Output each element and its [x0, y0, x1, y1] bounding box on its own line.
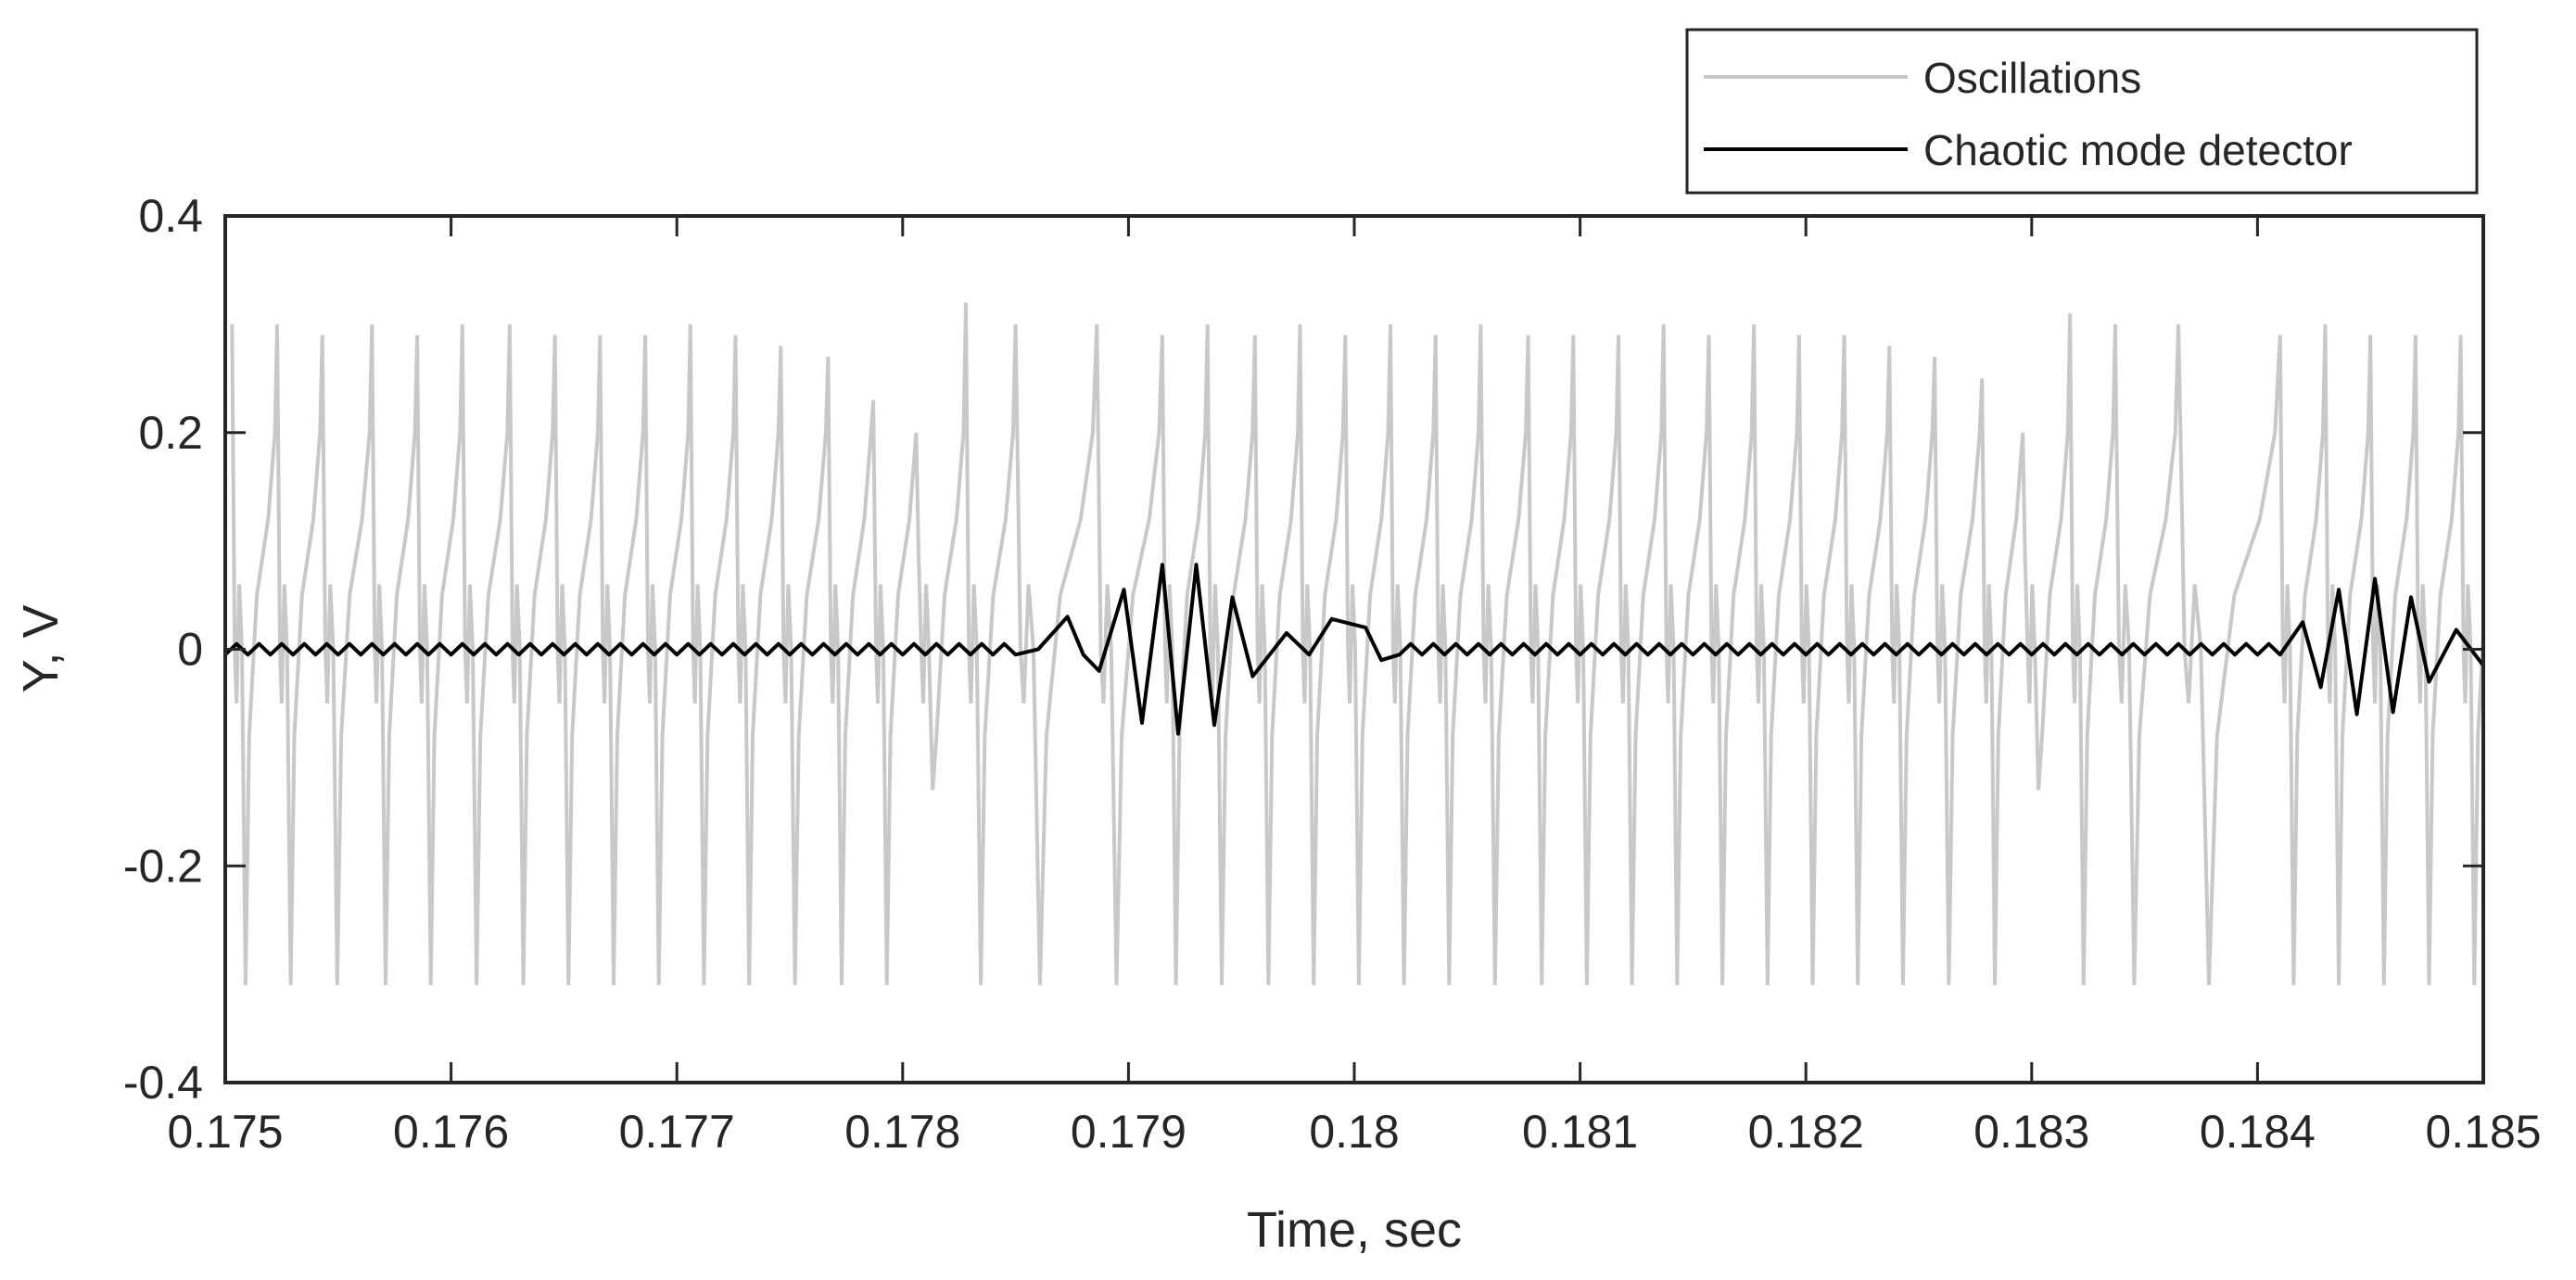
x-axis-label: Time, sec	[1247, 1202, 1462, 1258]
x-tick-label: 0.185	[2425, 1106, 2541, 1158]
x-tick-label: 0.183	[1973, 1106, 2089, 1158]
x-tick-label: 0.182	[1748, 1106, 1864, 1158]
x-tick-label: 0.176	[393, 1106, 509, 1158]
x-tick-label: 0.18	[1309, 1106, 1399, 1158]
x-tick-label: 0.179	[1071, 1106, 1186, 1158]
series-line-chaotic-mode-detector	[225, 563, 2483, 736]
ticks-layer: 0.175 0.176 0.177 0.178 0.179 0.18 0.181 0.182 0…	[123, 190, 2542, 1158]
x-tick-label: 0.175	[167, 1106, 283, 1158]
y-tick-label: 0.4	[138, 190, 203, 242]
y-tick-label: -0.2	[123, 840, 203, 892]
x-tick-label: 0.184	[2200, 1106, 2316, 1158]
plot-area: 0.175 0.176 0.177 0.178 0.179 0.18 0.181 0.182 0…	[123, 190, 2542, 1158]
x-tick-label: 0.177	[619, 1106, 735, 1158]
y-tick-label: 0	[177, 624, 203, 676]
x-tick-label: 0.178	[844, 1106, 960, 1158]
x-tick-label: 0.181	[1522, 1106, 1638, 1158]
legend-label-oscillations: Oscillations	[1923, 54, 2141, 102]
series-line-oscillations	[230, 302, 2483, 985]
legend-box	[1685, 28, 2479, 195]
legend: Oscillations Chaotic mode detector	[1685, 28, 2479, 195]
series-layer	[225, 302, 2483, 985]
y-tick-label: -0.4	[123, 1057, 203, 1109]
y-tick-label: 0.2	[138, 407, 203, 459]
legend-label-chaotic-mode-detector: Chaotic mode detector	[1923, 126, 2353, 174]
y-axis-label: Y, V	[13, 604, 69, 692]
